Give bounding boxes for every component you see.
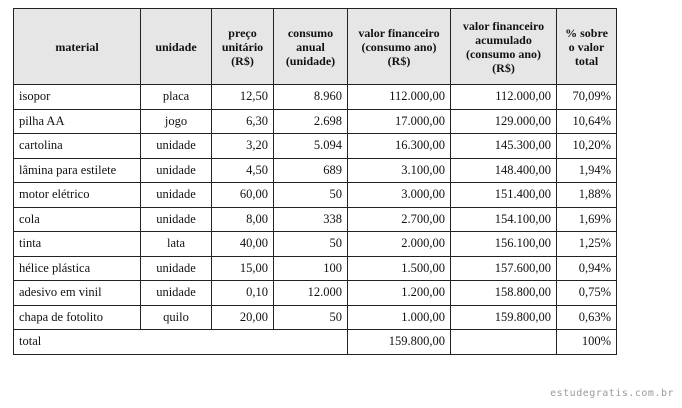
table-cell: 100 (273, 255, 348, 281)
table-cell: 50 (273, 182, 348, 208)
table-cell: 157.600,00 (450, 255, 557, 281)
table-cell: cartolina (13, 133, 141, 159)
table-row: motor elétrico unidade 60,00 50 3.000,00 151.… (13, 182, 617, 208)
table-row: cartolina unidade 3,20 5.094 16.300,00 145.30… (13, 133, 617, 159)
table-cell: 3.100,00 (347, 157, 451, 183)
header-cell: valor financeiro acumulado (consumo ano)… (450, 8, 557, 85)
table-cell: 159.800,00 (450, 304, 557, 330)
table-cell: 60,00 (211, 182, 274, 208)
table-cell: 50 (273, 231, 348, 257)
total-label: total (13, 329, 348, 355)
total-value: 159.800,00 (347, 329, 451, 355)
header-cell: valor financeiro (consumo ano) (R$) (347, 8, 451, 85)
table-row: lâmina para estilete unidade 4,50 689 3.100,… (13, 157, 617, 183)
table-cell: 6,30 (211, 108, 274, 134)
total-percent: 100% (556, 329, 617, 355)
table-cell: isopor (13, 84, 141, 110)
table-cell: 1.200,00 (347, 280, 451, 306)
table-cell: 40,00 (211, 231, 274, 257)
table-cell: 12.000 (273, 280, 348, 306)
table-row: chapa de fotolito quilo 20,00 50 1.000,00 159… (13, 304, 617, 330)
table-cell: 2.000,00 (347, 231, 451, 257)
table-cell: unidade (140, 157, 212, 183)
header-cell: preço unitário (R$) (211, 8, 274, 85)
table-row: cola unidade 8,00 338 2.700,00 154.100,00 1,69… (13, 206, 617, 232)
table-cell: 17.000,00 (347, 108, 451, 134)
table-cell: 8,00 (211, 206, 274, 232)
table-body: isopor placa 12,50 8.960 112.000,00 112.000,0… (13, 84, 617, 355)
table-cell: 50 (273, 304, 348, 330)
table-cell: 5.094 (273, 133, 348, 159)
data-table: material unidade preço unitário (R$) consum… (13, 8, 617, 355)
table-row: hélice plástica unidade 15,00 100 1.500,00 15… (13, 255, 617, 281)
table-cell: unidade (140, 280, 212, 306)
header-cell: % sobre o valor total (556, 8, 617, 85)
table-cell: 129.000,00 (450, 108, 557, 134)
table-cell: 689 (273, 157, 348, 183)
table-cell: 8.960 (273, 84, 348, 110)
table-cell: 10,64% (556, 108, 617, 134)
table-row: adesivo em vinil unidade 0,10 12.000 1.200,0… (13, 280, 617, 306)
table-cell: 112.000,00 (450, 84, 557, 110)
table-cell: 0,63% (556, 304, 617, 330)
table-cell: jogo (140, 108, 212, 134)
table-cell (450, 329, 557, 355)
table-cell: 1.500,00 (347, 255, 451, 281)
table-cell: lâmina para estilete (13, 157, 141, 183)
table-cell: quilo (140, 304, 212, 330)
table-cell: adesivo em vinil (13, 280, 141, 306)
header-cell: material (13, 8, 141, 85)
table-cell: 112.000,00 (347, 84, 451, 110)
table-cell: 1,69% (556, 206, 617, 232)
table-cell: 70,09% (556, 84, 617, 110)
table-cell: lata (140, 231, 212, 257)
table-cell: hélice plástica (13, 255, 141, 281)
table-cell: chapa de fotolito (13, 304, 141, 330)
table-cell: 1,88% (556, 182, 617, 208)
table-cell: 15,00 (211, 255, 274, 281)
table-cell: 3,20 (211, 133, 274, 159)
table-row: isopor placa 12,50 8.960 112.000,00 112.000,0… (13, 84, 617, 110)
table-cell: 1.000,00 (347, 304, 451, 330)
table-cell: 0,75% (556, 280, 617, 306)
header-row: material unidade preço unitário (R$) consum… (13, 8, 617, 85)
header-cell: unidade (140, 8, 212, 85)
table-cell: 151.400,00 (450, 182, 557, 208)
table-cell: 10,20% (556, 133, 617, 159)
table-cell: 16.300,00 (347, 133, 451, 159)
table-cell: 338 (273, 206, 348, 232)
header-cell: consumo anual (unidade) (273, 8, 348, 85)
table-cell: 154.100,00 (450, 206, 557, 232)
table-cell: 2.698 (273, 108, 348, 134)
table-cell: 2.700,00 (347, 206, 451, 232)
table-cell: pilha AA (13, 108, 141, 134)
table-row: tinta lata 40,00 50 2.000,00 156.100,00 1,25% (13, 231, 617, 257)
table-cell: unidade (140, 182, 212, 208)
table-cell: 156.100,00 (450, 231, 557, 257)
table-cell: 145.300,00 (450, 133, 557, 159)
table-cell: 12,50 (211, 84, 274, 110)
table-cell: 0,94% (556, 255, 617, 281)
table-cell: tinta (13, 231, 141, 257)
table-cell: unidade (140, 255, 212, 281)
table-cell: cola (13, 206, 141, 232)
table-cell: 148.400,00 (450, 157, 557, 183)
table-cell: unidade (140, 206, 212, 232)
table-cell: 1,25% (556, 231, 617, 257)
table-cell: unidade (140, 133, 212, 159)
table-cell: 1,94% (556, 157, 617, 183)
table-cell: 0,10 (211, 280, 274, 306)
total-row: total 159.800,00 100% (13, 329, 617, 355)
table-cell: 158.800,00 (450, 280, 557, 306)
table-cell: 3.000,00 (347, 182, 451, 208)
table-cell: 20,00 (211, 304, 274, 330)
watermark: estudegratis.com.br (550, 388, 674, 399)
table-cell: motor elétrico (13, 182, 141, 208)
table-cell: 4,50 (211, 157, 274, 183)
table-cell: placa (140, 84, 212, 110)
table-row: pilha AA jogo 6,30 2.698 17.000,00 129.000,00… (13, 108, 617, 134)
